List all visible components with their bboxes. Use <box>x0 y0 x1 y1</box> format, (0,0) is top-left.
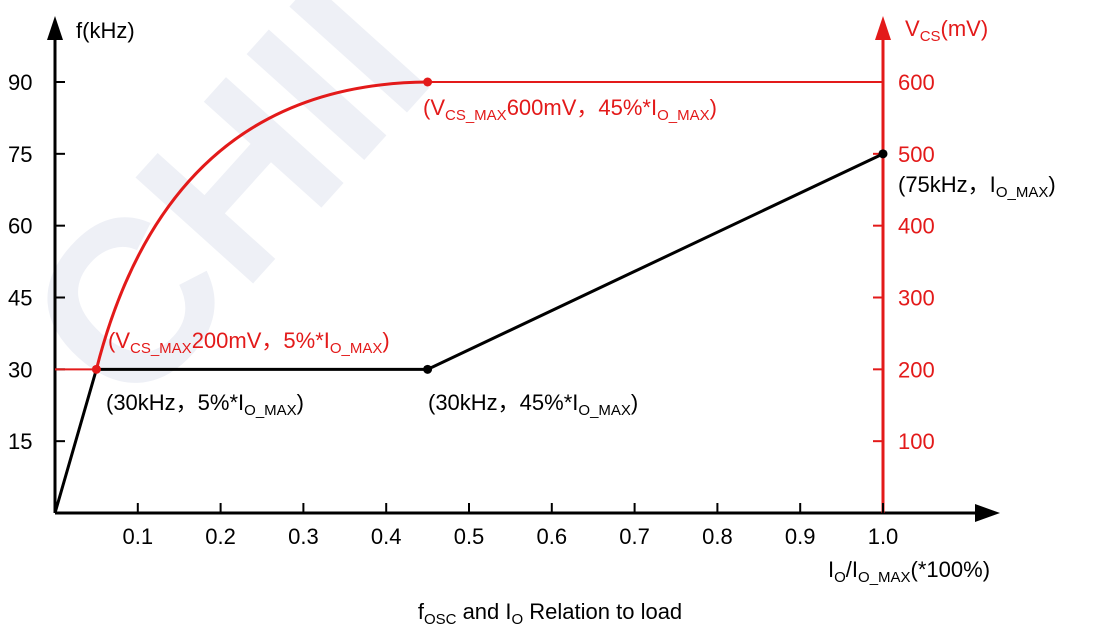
y-left-tick-label: 45 <box>8 286 32 311</box>
y-right-tick-label: 100 <box>898 429 935 454</box>
frequency-point-marker <box>423 364 433 374</box>
y-left-tick-label: 90 <box>8 70 32 95</box>
x-tick-label: 0.1 <box>123 524 154 549</box>
x-tick-label: 1.0 <box>868 524 899 549</box>
annotation-label: (75kHz，IO_MAX) <box>898 172 1056 201</box>
x-tick-label: 0.4 <box>371 524 402 549</box>
annotation-label: (30kHz，5%*IO_MAX) <box>106 390 304 419</box>
labels: f(kHz) VCS(mV) IO/IO_MAX(*100%) fOSC and IO… <box>76 16 1056 628</box>
x-tick-label: 0.6 <box>537 524 568 549</box>
right-axis-arrow-icon <box>875 16 891 40</box>
x-tick-label: 0.2 <box>205 524 236 549</box>
annotation-label: (VCS_MAX200mV，5%*IO_MAX) <box>108 328 390 357</box>
watermark-text: CHII <box>0 0 476 451</box>
x-tick-label: 0.8 <box>702 524 733 549</box>
y-right-tick-label: 300 <box>898 286 935 311</box>
y-right-tick-label: 500 <box>898 142 935 167</box>
y-right-axis-title: VCS(mV) <box>905 16 988 45</box>
chart-title: fOSC and IO Relation to load <box>418 599 682 628</box>
y-left-tick-label: 75 <box>8 142 32 167</box>
x-tick-label: 0.5 <box>454 524 485 549</box>
y-left-tick-label: 30 <box>8 357 32 382</box>
axes: 15 30 45 60 75 90 100 200 300 400 500 600 0.1 0.2 0.3 0… <box>8 16 1000 549</box>
left-axis-arrow-icon <box>47 16 63 40</box>
x-axis-title: IO/IO_MAX(*100%) <box>828 557 990 586</box>
x-tick-label: 0.3 <box>288 524 319 549</box>
annotation-label: (30kHz，45%*IO_MAX) <box>428 390 638 419</box>
y-right-tick-label: 200 <box>898 357 935 382</box>
vcs-series-curve <box>94 80 428 370</box>
y-right-tick-label: 600 <box>898 70 935 95</box>
x-axis-arrow-icon <box>975 504 1000 522</box>
watermark: CHII <box>0 0 476 451</box>
x-tick-label: 0.9 <box>785 524 816 549</box>
vcs-point-marker <box>91 364 101 374</box>
frequency-point-marker <box>878 149 888 159</box>
annotation-label: (VCS_MAX600mV，45%*IO_MAX) <box>423 95 717 124</box>
vcs-point-marker <box>423 77 433 87</box>
y-left-tick-label: 60 <box>8 214 32 239</box>
y-right-tick-label: 400 <box>898 214 935 239</box>
frequency-series-line <box>53 152 884 514</box>
y-left-tick-label: 15 <box>8 429 32 454</box>
x-tick-label: 0.7 <box>619 524 650 549</box>
series <box>53 77 888 514</box>
y-left-axis-title: f(kHz) <box>76 18 135 43</box>
